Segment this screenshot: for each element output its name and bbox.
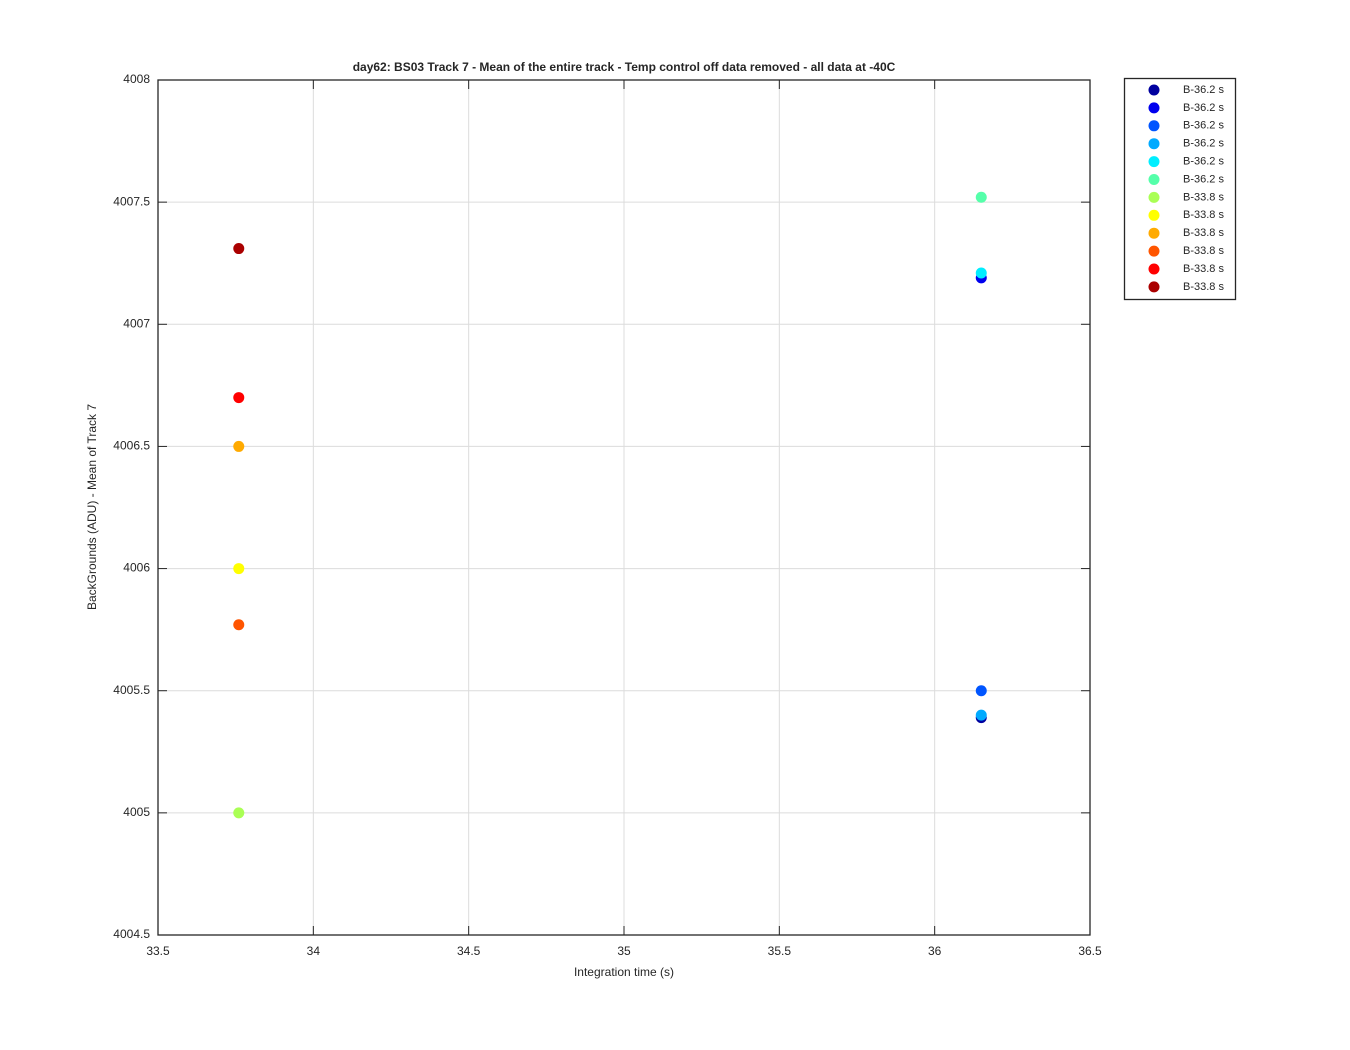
- legend-marker: [1148, 102, 1160, 114]
- legend-label: B-36.2 s: [1183, 84, 1224, 96]
- legend-label: B-36.2 s: [1183, 102, 1224, 114]
- chart-title: day62: BS03 Track 7 - Mean of the entire…: [353, 60, 896, 74]
- legend-label: B-33.8 s: [1183, 263, 1224, 275]
- ticks: 33.5 34 34.5 35 35.5 36 36.5 4004.5 4005 4005.5 40…: [113, 72, 1102, 958]
- legend-marker: [1148, 227, 1160, 239]
- legend-marker: [1148, 120, 1160, 132]
- y-tick-label: 4008: [123, 72, 150, 86]
- y-tick-label: 4006.5: [113, 439, 150, 453]
- x-tick-label: 34: [307, 944, 321, 958]
- x-tick-label: 36: [928, 944, 942, 958]
- scatter-point: [233, 392, 245, 404]
- y-axis-label: BackGrounds (ADU) - Mean of Track 7: [85, 404, 99, 610]
- x-tick-label: 34.5: [457, 944, 481, 958]
- legend-marker: [1148, 138, 1160, 150]
- scatter-point: [975, 709, 987, 721]
- legend-marker: [1148, 245, 1160, 257]
- scatter-point: [233, 807, 245, 819]
- legend-marker: [1148, 263, 1160, 275]
- scatter-point: [233, 440, 245, 452]
- legend-label: B-36.2 s: [1183, 156, 1224, 168]
- legend: B-36.2 s B-36.2 s B-36.2 s B-36.2 s B-36.2 s…: [1148, 84, 1224, 293]
- y-tick-label: 4006: [123, 561, 150, 575]
- scatter-point: [233, 563, 245, 575]
- y-tick-label: 4005: [123, 805, 150, 819]
- legend-marker: [1148, 281, 1160, 293]
- y-tick-label: 4007.5: [113, 194, 150, 208]
- legend-marker: [1148, 84, 1160, 96]
- legend-label: B-33.8 s: [1183, 191, 1224, 203]
- legend-label: B-36.2 s: [1183, 138, 1224, 150]
- x-tick-label: 35.5: [768, 944, 792, 958]
- legend-label: B-33.8 s: [1183, 227, 1224, 239]
- x-tick-label: 33.5: [146, 944, 170, 958]
- y-tick-label: 4007: [123, 316, 150, 330]
- scatter-point: [233, 619, 245, 631]
- legend-marker: [1148, 209, 1160, 221]
- legend-marker: [1148, 191, 1160, 203]
- scatter-point: [975, 267, 987, 279]
- scatter-point: [975, 685, 987, 697]
- y-tick-label: 4005.5: [113, 683, 150, 697]
- legend-marker: [1148, 156, 1160, 168]
- legend-label: B-36.2 s: [1183, 120, 1224, 132]
- legend-label: B-36.2 s: [1183, 173, 1224, 185]
- x-tick-label: 35: [617, 944, 631, 958]
- legend-label: B-33.8 s: [1183, 281, 1224, 293]
- legend-label: B-33.8 s: [1183, 245, 1224, 257]
- scatter-point: [233, 243, 245, 255]
- y-tick-label: 4004.5: [113, 927, 150, 941]
- legend-label: B-33.8 s: [1183, 209, 1224, 221]
- legend-marker: [1148, 174, 1160, 185]
- legend-box: [1123, 77, 1237, 301]
- markers: [233, 191, 987, 819]
- scatter-point: [975, 191, 987, 203]
- x-tick-label: 36.5: [1078, 944, 1102, 958]
- x-axis-label: Integration time (s): [574, 965, 674, 979]
